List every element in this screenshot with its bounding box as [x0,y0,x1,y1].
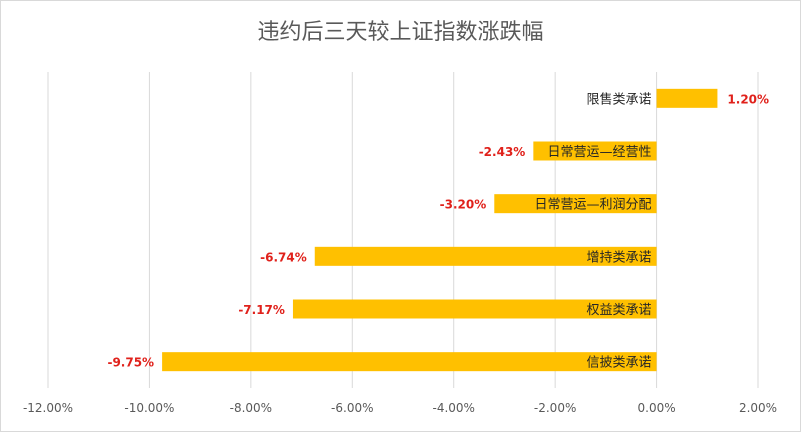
category-label: 日常营运—经营性 [548,145,652,160]
x-tick-label: -12.00% [23,401,73,415]
data-label: -3.20% [440,198,487,212]
bar [292,299,657,319]
x-tick-label: 0.00% [638,401,676,415]
x-tick-label: -2.00% [534,401,576,415]
gridlines [47,72,759,388]
data-label: -2.43% [479,145,526,159]
category-label: 增持类承诺 [587,250,652,265]
category-label: 权益类承诺 [587,302,652,318]
bar [656,88,718,108]
data-label: -9.75% [107,356,154,370]
data-label: -6.74% [260,250,307,264]
data-label: -7.17% [238,303,285,317]
bar [494,194,657,214]
x-tick-label: -6.00% [331,401,373,415]
bar [162,352,657,372]
bars [162,88,718,372]
data-label: 1.20% [727,92,769,106]
x-tick-label: -4.00% [432,401,474,415]
category-label: 日常营运—利润分配 [535,198,652,213]
x-axis-ticks: -12.00% -10.00% -8.00% -6.00% -4.00% -2.00% 0.… [23,401,777,415]
category-label: 信披类承诺 [587,356,652,371]
bar [533,141,657,161]
labels: 限售类承诺 1.20% 日常营运—经营性 -2.43% 日常营运—利润分配 -3.20% 增… [107,91,769,370]
x-tick-label: -8.00% [230,401,272,415]
bar [314,246,657,266]
x-tick-label: 2.00% [739,401,777,415]
chart-title: 违约后三天较上证指数涨跌幅 [257,20,544,45]
category-label: 限售类承诺 [587,91,652,107]
x-tick-label: -10.00% [124,401,174,415]
